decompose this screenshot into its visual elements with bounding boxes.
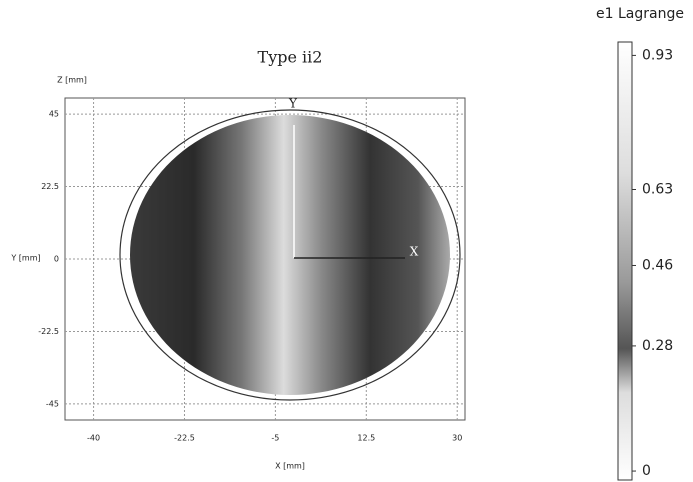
- strain-field: [130, 115, 450, 395]
- chart-title: Type ii2: [258, 48, 323, 67]
- x-axis-label: X [mm]: [275, 462, 305, 471]
- z-axis-label: Z [mm]: [57, 76, 87, 85]
- arrow-label: Y: [288, 97, 298, 111]
- y-tick-label: 45: [49, 110, 59, 119]
- x-tick-label: -5: [271, 434, 279, 443]
- colorbar: [618, 42, 632, 480]
- y-tick-label: 0: [54, 255, 59, 264]
- colorbar-tick-label: 0: [642, 463, 651, 479]
- colorbar-tick-label: 0.93: [642, 47, 673, 63]
- arrow-label: X: [410, 245, 419, 259]
- colorbar-tick-label: 0.63: [642, 181, 673, 197]
- x-tick-label: -22.5: [174, 434, 195, 443]
- x-tick-label: 30: [452, 434, 462, 443]
- figure: Y X Type ii2 X [mm] Y [mm] Z [mm] e1 Lag…: [0, 0, 693, 482]
- x-tick-label: 12.5: [357, 434, 375, 443]
- y-tick-label: -45: [46, 399, 59, 408]
- x-tick-label: -40: [87, 434, 100, 443]
- y-tick-label: 22.5: [41, 182, 59, 191]
- colorbar-tick-label: 0.46: [642, 257, 673, 273]
- colorbar-tick-label: 0.28: [642, 338, 673, 354]
- y-tick-label: -22.5: [38, 327, 59, 336]
- y-axis-label: Y [mm]: [10, 254, 40, 263]
- colorbar-title: e1 Lagrange: [596, 6, 684, 22]
